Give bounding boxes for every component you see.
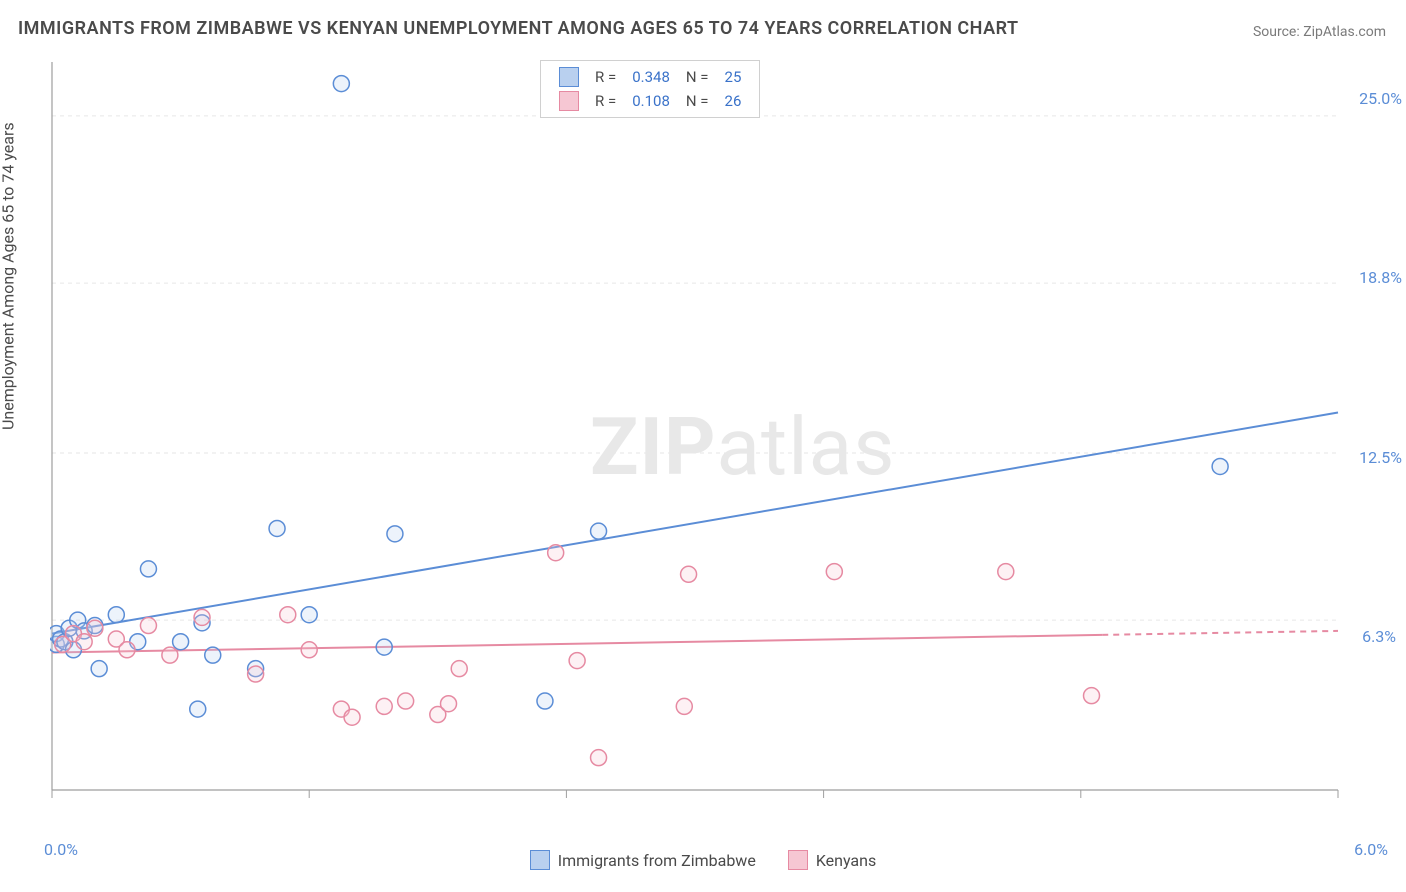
legend-r-value: 0.108 xyxy=(624,89,678,113)
y-tick-label: 6.3% xyxy=(1362,627,1396,646)
legend-r-value: 0.348 xyxy=(624,65,678,89)
y-tick-label: 25.0% xyxy=(1359,89,1402,108)
series-legend: Immigrants from Zimbabwe Kenyans xyxy=(0,850,1406,874)
legend-n-value: 25 xyxy=(717,65,750,89)
legend-n-label: N = xyxy=(678,65,717,89)
y-tick-label: 12.5% xyxy=(1359,448,1402,467)
legend-item-label: Immigrants from Zimbabwe xyxy=(558,851,756,870)
legend-item: Kenyans xyxy=(788,850,876,870)
legend-swatch xyxy=(530,850,550,870)
y-axis-label: Unemployment Among Ages 65 to 74 years xyxy=(0,122,18,430)
legend-item: Immigrants from Zimbabwe xyxy=(530,850,756,870)
legend-r-label: R = xyxy=(587,89,624,113)
legend-n-label: N = xyxy=(678,89,717,113)
correlation-legend-table: R =0.348N =25 R =0.108N =26 xyxy=(551,65,749,113)
legend-swatch xyxy=(559,91,579,111)
y-tick-label: 18.8% xyxy=(1359,268,1402,287)
correlation-legend: R =0.348N =25 R =0.108N =26 xyxy=(540,60,760,118)
legend-n-value: 26 xyxy=(717,89,750,113)
legend-r-label: R = xyxy=(587,65,624,89)
legend-swatch xyxy=(788,850,808,870)
legend-swatch xyxy=(559,67,579,87)
chart-plot-area: ZIPatlas R =0.348N =25R =0.108N =26 25.0… xyxy=(50,60,1340,820)
scatter-chart-svg xyxy=(50,60,1340,820)
chart-title: IMMIGRANTS FROM ZIMBABWE VS KENYAN UNEMP… xyxy=(18,18,1019,39)
legend-item-label: Kenyans xyxy=(816,851,876,870)
source-label: Source: ZipAtlas.com xyxy=(1253,24,1386,40)
